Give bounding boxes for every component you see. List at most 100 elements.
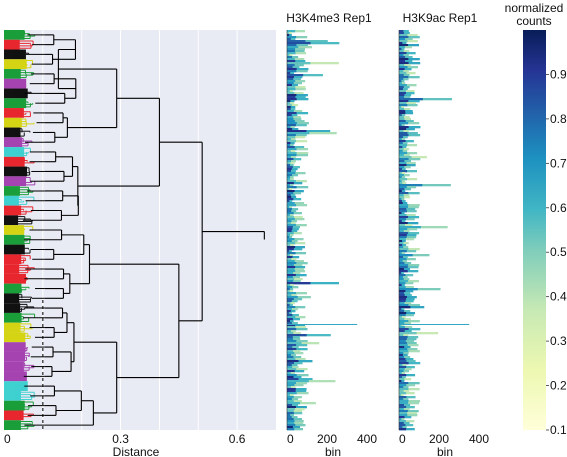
heatmap-row-core bbox=[399, 390, 404, 393]
heatmap-row bbox=[287, 244, 294, 247]
heatmap-row-core bbox=[287, 48, 296, 51]
heatmap-row bbox=[399, 306, 425, 309]
heatmap-row-core bbox=[399, 274, 406, 277]
heatmap-row-core bbox=[287, 90, 290, 93]
heatmap-row-core bbox=[287, 174, 292, 177]
heatmap-row bbox=[287, 204, 308, 207]
heatmap-row bbox=[287, 366, 299, 369]
heatmap-row-core bbox=[287, 362, 294, 365]
heatmap-row-core bbox=[399, 228, 408, 231]
heatmap-row bbox=[399, 268, 410, 271]
heatmap-row bbox=[287, 150, 296, 153]
heatmap-row-core bbox=[399, 134, 409, 137]
heatmap-row-core bbox=[399, 330, 405, 333]
heatmap-row-core bbox=[287, 128, 293, 131]
heatmap-row-core bbox=[287, 178, 291, 181]
heatmap-row-core bbox=[287, 266, 296, 269]
heatmap-row bbox=[399, 174, 410, 177]
heatmap-row bbox=[399, 106, 404, 109]
heatmap-row bbox=[399, 288, 441, 291]
heatmap-row-core bbox=[287, 414, 291, 417]
heatmap-row bbox=[399, 64, 411, 67]
heatmap-row-core bbox=[399, 250, 407, 253]
heatmap-row-core bbox=[287, 136, 296, 139]
heatmap-row-core bbox=[399, 160, 405, 163]
heatmap-row bbox=[287, 78, 302, 81]
heatmap-row bbox=[399, 72, 416, 75]
heatmap-row-core bbox=[399, 186, 407, 189]
heatmap-row-core bbox=[399, 58, 409, 61]
heatmap-row-core bbox=[287, 360, 299, 363]
heatmap-row-core bbox=[287, 192, 294, 195]
heatmap-row bbox=[399, 366, 415, 369]
heatmap-row-core bbox=[399, 388, 409, 391]
heatmap-row-core bbox=[399, 364, 403, 367]
heatmap-row bbox=[399, 326, 413, 329]
heatmap-row-core bbox=[287, 32, 290, 35]
heatmap-row-core bbox=[287, 256, 293, 259]
heatmap-row bbox=[287, 390, 307, 393]
heatmap-row-core bbox=[399, 266, 408, 269]
heatmap-row bbox=[399, 74, 410, 77]
heatmap-row-core bbox=[399, 110, 406, 113]
heatmap-row-core bbox=[287, 196, 292, 199]
heatmap-row bbox=[287, 30, 306, 33]
heatmap-row-core bbox=[399, 412, 408, 415]
heatmap-row bbox=[287, 208, 299, 211]
leaf-cluster bbox=[4, 342, 45, 352]
colorbar-tick-label: 0.9 bbox=[550, 67, 567, 81]
heatmap-row bbox=[399, 188, 411, 191]
heatmap-row bbox=[287, 344, 308, 347]
heatmap-row-core bbox=[287, 254, 290, 257]
heatmap-row-core bbox=[287, 364, 292, 367]
heatmap-row-core bbox=[287, 102, 291, 105]
heatmap-row bbox=[399, 340, 415, 343]
heatmap-row bbox=[399, 130, 409, 133]
heatmap-row bbox=[399, 46, 413, 49]
heatmap-row bbox=[287, 206, 292, 209]
heatmap-row-core bbox=[287, 212, 294, 215]
heatmap-row bbox=[399, 318, 411, 321]
heatmap-row bbox=[287, 364, 298, 367]
heatmap-row-core bbox=[399, 310, 405, 313]
dendrogram-tree bbox=[44, 34, 265, 426]
heatmap-row-core bbox=[287, 398, 292, 401]
heatmap-row bbox=[287, 188, 293, 191]
heatmap-row-core bbox=[287, 280, 294, 283]
heatmap-row bbox=[287, 316, 306, 319]
heatmap-row-core bbox=[287, 112, 297, 115]
heatmap-row-core bbox=[399, 78, 404, 81]
heatmap-row bbox=[287, 34, 292, 37]
heatmap-row bbox=[287, 138, 296, 141]
heatmap-row-core bbox=[287, 260, 295, 263]
heatmap-row-core bbox=[287, 150, 291, 153]
heatmap-row bbox=[287, 212, 302, 215]
heatmap-row bbox=[287, 182, 303, 185]
heatmap-row-core bbox=[287, 200, 290, 203]
heatmap-row-core bbox=[399, 292, 405, 295]
heatmap-row-core bbox=[287, 162, 291, 165]
heatmap-row-core bbox=[287, 186, 297, 189]
heatmap-row-core bbox=[399, 104, 408, 107]
heatmap-row-core bbox=[399, 384, 407, 387]
heatmap-row bbox=[399, 100, 420, 103]
heatmap-row bbox=[399, 246, 409, 249]
heatmap-row bbox=[399, 94, 412, 97]
heatmap-row-core bbox=[287, 190, 295, 193]
heatmap-row-core bbox=[287, 114, 292, 117]
heatmap-row-core bbox=[399, 120, 406, 123]
heatmap-row bbox=[287, 104, 299, 107]
heatmap-row bbox=[287, 298, 303, 301]
heatmap-row bbox=[399, 242, 409, 245]
heatmap-row-core bbox=[287, 230, 292, 233]
heatmap-row-core bbox=[287, 308, 292, 311]
heatmap-row-core bbox=[399, 340, 406, 343]
heatmap-row bbox=[399, 344, 419, 347]
heatmap-row bbox=[287, 186, 309, 189]
heatmap-row-core bbox=[287, 156, 291, 159]
heatmap-row-core bbox=[287, 106, 291, 109]
heatmap-row-core bbox=[399, 360, 407, 363]
heatmap-h3k9ac-rows bbox=[398, 30, 470, 431]
heatmap-row bbox=[399, 62, 421, 65]
heatmap-row bbox=[399, 84, 417, 87]
